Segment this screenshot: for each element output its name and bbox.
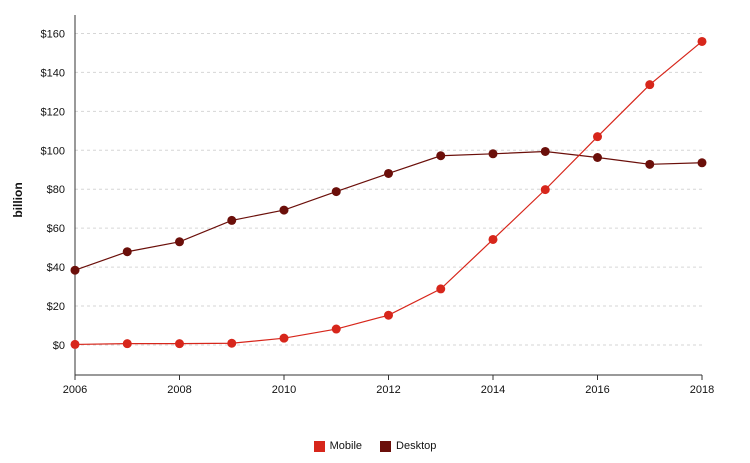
y-axis-ticks: $0 $20 $40 $60 $80 $100 $120 $140 $160 — [41, 28, 65, 352]
data-point-mobile — [384, 310, 393, 320]
data-point-desktop — [331, 187, 341, 197]
data-point-mobile — [175, 339, 184, 349]
legend-swatch-desktop — [380, 440, 392, 452]
x-tick-label: 2008 — [167, 384, 191, 396]
legend-item-desktop[interactable]: Desktop — [380, 440, 436, 452]
data-point-desktop — [384, 168, 393, 178]
legend-swatch-mobile — [313, 440, 325, 452]
grid-lines — [75, 32, 702, 346]
data-point-desktop — [488, 149, 498, 159]
legend-item-mobile[interactable]: Mobile — [313, 440, 363, 452]
axes — [74, 15, 702, 376]
y-tick-label: $0 — [53, 340, 65, 352]
series-line-mobile — [74, 41, 703, 346]
data-point-mobile — [593, 132, 602, 142]
y-tick-label: $160 — [41, 28, 65, 40]
y-tick-label: $100 — [41, 145, 65, 157]
data-point-mobile — [436, 284, 446, 294]
data-point-desktop — [227, 215, 237, 225]
data-point-desktop — [436, 151, 446, 161]
x-tick-label: 2016 — [585, 384, 609, 396]
y-tick-label: $40 — [47, 262, 65, 274]
series-layer — [70, 36, 707, 349]
y-tick-label: $60 — [47, 223, 65, 235]
y-tick-label: $120 — [41, 106, 65, 118]
data-point-mobile — [540, 185, 550, 195]
data-point-desktop — [645, 159, 655, 169]
legend: Mobile Desktop — [0, 440, 750, 452]
legend-label-desktop: Desktop — [396, 440, 437, 452]
data-point-mobile — [122, 339, 132, 349]
data-point-desktop — [593, 153, 602, 163]
data-point-mobile — [331, 324, 341, 334]
x-axis-ticks: 2006 2008 2010 2012 2014 2016 2018 — [63, 375, 714, 396]
data-point-desktop — [279, 205, 289, 215]
x-tick-label: 2012 — [376, 384, 400, 396]
x-tick-label: 2010 — [272, 384, 296, 396]
data-point-mobile — [279, 333, 289, 343]
x-tick-label: 2006 — [63, 384, 87, 396]
data-point-mobile — [227, 338, 237, 348]
x-tick-label: 2018 — [690, 384, 714, 396]
data-point-desktop — [697, 158, 707, 168]
data-point-mobile — [488, 234, 498, 244]
data-point-mobile — [70, 339, 80, 349]
data-point-mobile — [645, 80, 655, 90]
data-point-desktop — [122, 247, 132, 257]
x-tick-label: 2014 — [481, 384, 505, 396]
legend-label-mobile: Mobile — [329, 440, 363, 452]
data-point-mobile — [697, 36, 707, 46]
y-tick-label: $20 — [47, 301, 65, 313]
y-tick-label: $80 — [47, 184, 65, 196]
data-point-desktop — [175, 237, 184, 247]
y-tick-label: $140 — [41, 67, 65, 79]
data-point-desktop — [70, 265, 80, 275]
y-axis-label: billion — [11, 182, 25, 217]
data-point-desktop — [540, 146, 550, 156]
